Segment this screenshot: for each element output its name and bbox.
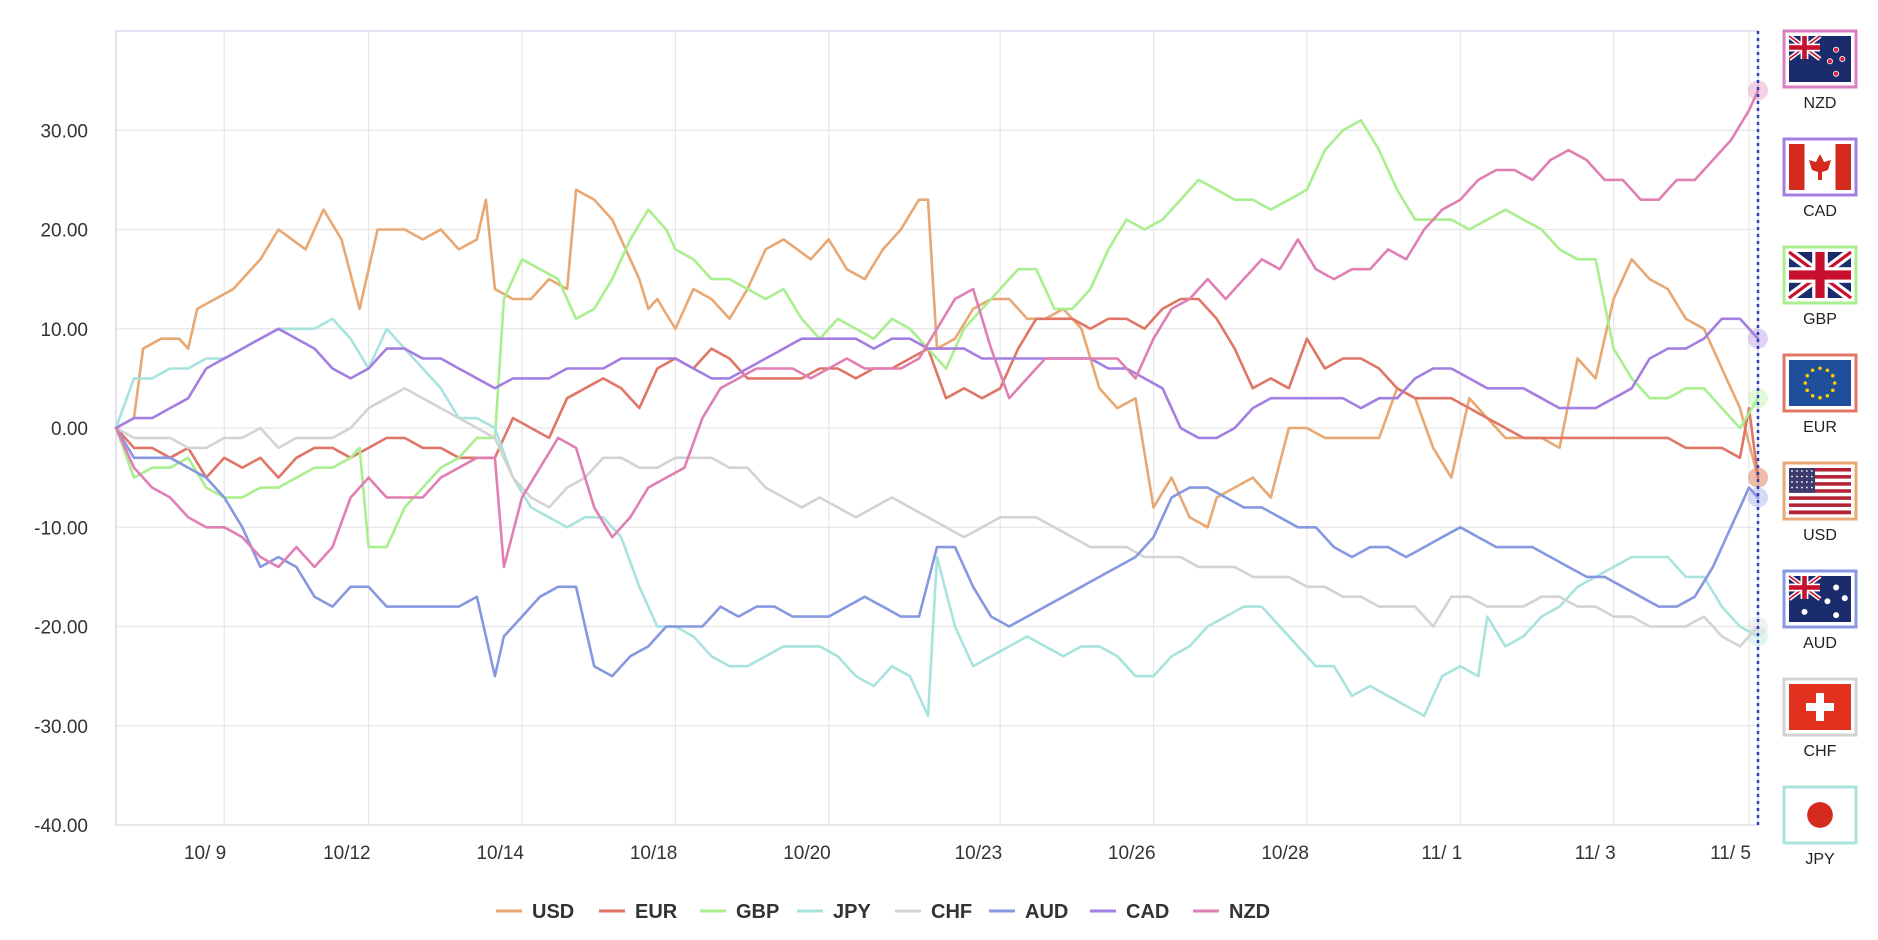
eur-flag-icon: [1789, 360, 1851, 406]
legend-label: CHF: [931, 901, 972, 923]
flag-item-aud[interactable]: AUD: [1782, 569, 1858, 652]
flag-label: GBP: [1803, 311, 1837, 328]
x-tick-label: 10/23: [955, 843, 1003, 864]
y-tick-label: -10.00: [34, 518, 88, 539]
legend-item-aud[interactable]: AUD: [989, 901, 1068, 923]
x-tick-label: 10/28: [1261, 843, 1309, 864]
flag-item-chf[interactable]: CHF: [1782, 677, 1858, 760]
flag-item-gbp[interactable]: GBP: [1782, 245, 1858, 328]
flag-label: USD: [1803, 527, 1837, 544]
gbp-flag-icon: [1786, 248, 1854, 302]
x-axis-labels: 10/ 9 10/12 10/14 10/18 10/20 10/23 10/26 10/28…: [184, 843, 1751, 864]
series-end-marker-aud: [1748, 487, 1768, 508]
flag-label: JPY: [1805, 851, 1835, 868]
legend-label: AUD: [1025, 901, 1068, 923]
x-tick-label: 11/ 3: [1575, 843, 1616, 864]
flag-item-eur[interactable]: EUR: [1782, 353, 1858, 436]
y-tick-label: -20.00: [34, 618, 88, 639]
legend-item-gbp[interactable]: GBP: [700, 901, 779, 923]
grid-lines: [116, 31, 1758, 826]
legend-label: GBP: [736, 901, 779, 923]
series-line-jpy[interactable]: [114, 317, 1760, 718]
series-line-chf[interactable]: [114, 386, 1760, 648]
legend-label: CAD: [1126, 901, 1169, 923]
legend-label: EUR: [635, 901, 678, 923]
usd-flag-icon: [1789, 468, 1851, 515]
series-end-marker-eur: [1748, 467, 1768, 488]
cad-flag-icon: [1789, 144, 1851, 190]
x-tick-label: 11/ 5: [1710, 843, 1751, 864]
series-line-eur[interactable]: [114, 297, 1760, 479]
legend-item-usd[interactable]: USD: [496, 901, 574, 923]
x-tick-label: 10/14: [476, 843, 524, 864]
legend-item-chf[interactable]: CHF: [895, 901, 972, 923]
y-tick-label: 10.00: [40, 320, 88, 341]
legend-item-eur[interactable]: EUR: [599, 901, 678, 923]
y-tick-label: -30.00: [34, 717, 88, 738]
y-tick-label: 0.00: [51, 419, 88, 440]
y-axis-labels: 30.00 20.00 10.00 0.00 -10.00 -20.00 -30.00 -40…: [34, 121, 88, 837]
legend-item-cad[interactable]: CAD: [1090, 901, 1169, 923]
series-lines: [114, 80, 1768, 718]
legend[interactable]: USD EUR GBP JPY CHF AUD CAD NZD: [496, 901, 1270, 923]
x-tick-label: 10/18: [630, 843, 678, 864]
legend-label: JPY: [833, 901, 871, 923]
aud-flag-icon: [1787, 574, 1851, 622]
flag-label: CAD: [1803, 203, 1837, 220]
currency-flag-panel[interactable]: NZD CAD GBP EUR USD AUD CHF JPY: [1782, 29, 1858, 868]
flag-item-cad[interactable]: CAD: [1782, 137, 1858, 220]
legend-label: USD: [532, 901, 574, 923]
x-tick-label: 10/ 9: [184, 843, 226, 864]
series-line-aud[interactable]: [114, 426, 1760, 678]
flag-label: EUR: [1803, 419, 1837, 436]
x-tick-label: 11/ 1: [1421, 843, 1462, 864]
series-line-gbp[interactable]: [114, 119, 1760, 549]
flag-item-nzd[interactable]: NZD: [1782, 29, 1858, 112]
series-end-marker-cad: [1748, 328, 1768, 349]
legend-label: NZD: [1229, 901, 1270, 923]
chf-flag-icon: [1789, 684, 1851, 730]
legend-item-jpy[interactable]: JPY: [797, 901, 871, 923]
jpy-flag-icon: [1789, 792, 1851, 838]
y-tick-label: 20.00: [40, 221, 88, 242]
y-tick-label: 30.00: [40, 121, 88, 142]
flag-item-jpy[interactable]: JPY: [1782, 785, 1858, 868]
series-line-nzd[interactable]: [114, 89, 1760, 569]
nzd-flag-icon: [1787, 34, 1851, 82]
series-line-cad[interactable]: [114, 317, 1760, 440]
flag-item-usd[interactable]: USD: [1782, 461, 1858, 544]
series-end-marker-gbp: [1748, 388, 1768, 409]
x-tick-label: 10/12: [323, 843, 371, 864]
flag-label: NZD: [1804, 95, 1837, 112]
flag-label: AUD: [1803, 635, 1837, 652]
x-tick-label: 10/26: [1108, 843, 1156, 864]
series-end-marker-nzd: [1748, 80, 1768, 101]
legend-item-nzd[interactable]: NZD: [1193, 901, 1270, 923]
x-tick-label: 10/20: [783, 843, 831, 864]
flag-label: CHF: [1804, 743, 1837, 760]
y-tick-label: -40.00: [34, 816, 88, 837]
